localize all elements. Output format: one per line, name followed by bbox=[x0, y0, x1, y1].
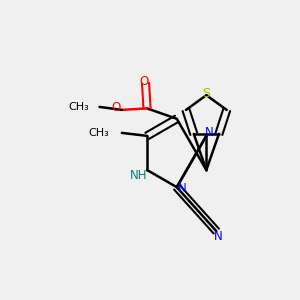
Text: CH₃: CH₃ bbox=[89, 128, 110, 138]
Text: NH: NH bbox=[130, 169, 147, 182]
Text: O: O bbox=[140, 75, 149, 88]
Text: N: N bbox=[178, 182, 187, 195]
Text: N: N bbox=[205, 126, 214, 139]
Text: S: S bbox=[202, 87, 210, 100]
Text: CH₃: CH₃ bbox=[68, 102, 89, 112]
Text: N: N bbox=[214, 230, 222, 243]
Text: O: O bbox=[112, 101, 121, 114]
